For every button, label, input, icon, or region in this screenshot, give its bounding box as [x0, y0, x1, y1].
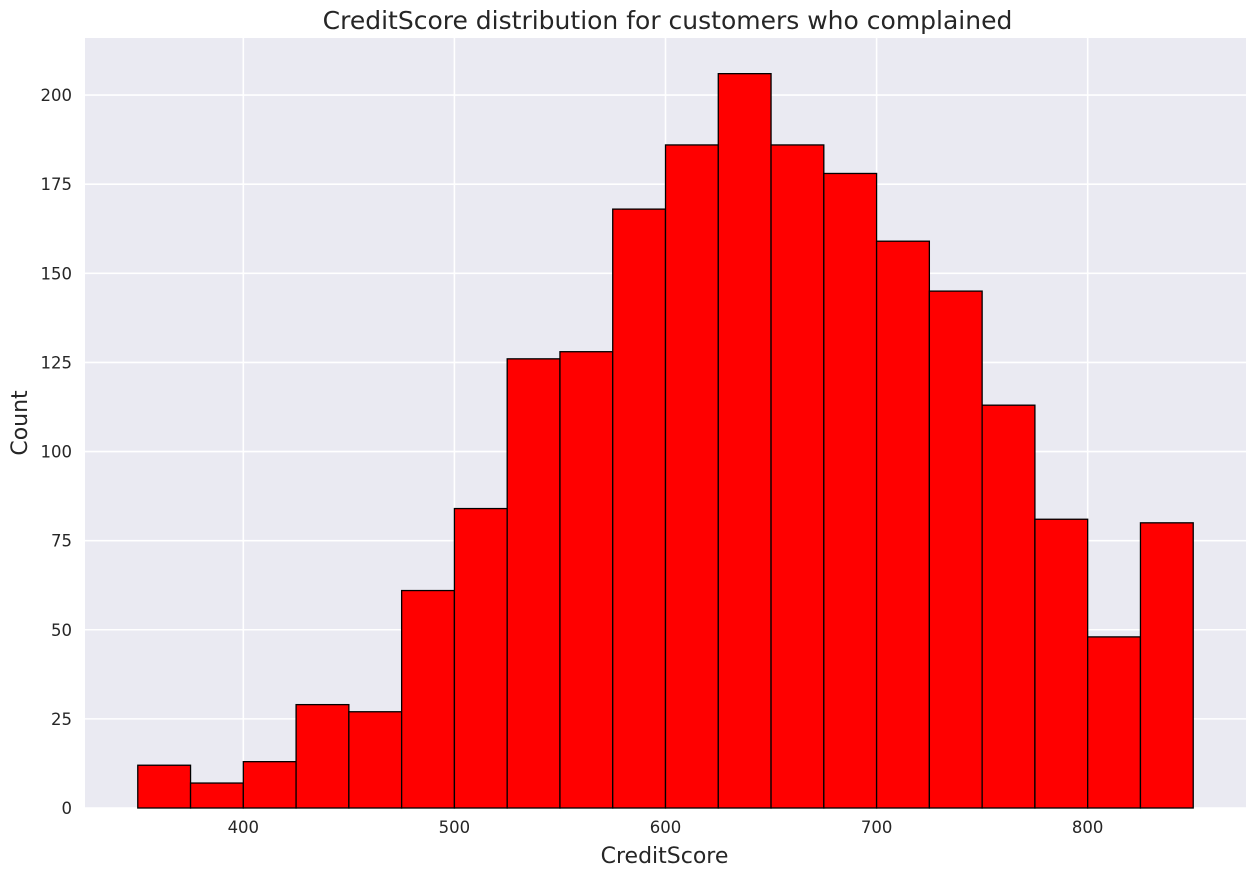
histogram-bar — [506, 358, 561, 809]
y-tick-label: 200 — [41, 86, 73, 105]
histogram-bar — [612, 208, 667, 809]
histogram-bar — [981, 404, 1036, 809]
y-axis-label: Count — [8, 390, 33, 456]
chart-title: CreditScore distribution for customers w… — [323, 6, 1013, 35]
x-tick-label: 500 — [439, 818, 471, 837]
x-tick-label: 400 — [228, 818, 260, 837]
x-tick-label: 800 — [1072, 818, 1104, 837]
y-tick-labels: 0 25 50 75 100 125 150 175 200 — [41, 86, 73, 818]
histogram-bar — [823, 172, 878, 809]
histogram-bar — [875, 240, 931, 809]
histogram-bar — [453, 507, 508, 809]
histogram-bar — [664, 144, 719, 809]
y-tick-label: 75 — [51, 532, 72, 551]
histogram-bar — [1087, 636, 1142, 809]
x-tick-label: 700 — [861, 818, 893, 837]
histogram-bar — [928, 290, 983, 809]
histogram-bar — [348, 711, 403, 809]
histogram-bar — [770, 144, 825, 809]
histogram-bar — [717, 72, 772, 809]
histogram-bar — [189, 782, 244, 809]
y-tick-label: 50 — [51, 621, 72, 640]
y-tick-label: 175 — [41, 175, 73, 194]
y-tick-label: 0 — [62, 799, 73, 818]
histogram-bar — [400, 589, 456, 809]
histogram-bar — [1034, 518, 1089, 809]
bars — [137, 72, 1194, 809]
histogram-bar — [559, 351, 614, 809]
histogram-bar — [137, 764, 192, 809]
y-tick-label: 150 — [41, 264, 73, 283]
histogram-bar — [295, 703, 350, 809]
y-tick-label: 100 — [41, 443, 73, 462]
x-axis-label: CreditScore — [601, 844, 729, 869]
histogram-bar — [242, 761, 297, 809]
x-tick-labels: 400 500 600 700 800 — [228, 818, 1104, 837]
x-tick-label: 600 — [650, 818, 682, 837]
y-tick-label: 125 — [41, 353, 73, 372]
y-tick-label: 25 — [51, 710, 72, 729]
histogram-bar — [1139, 522, 1194, 809]
